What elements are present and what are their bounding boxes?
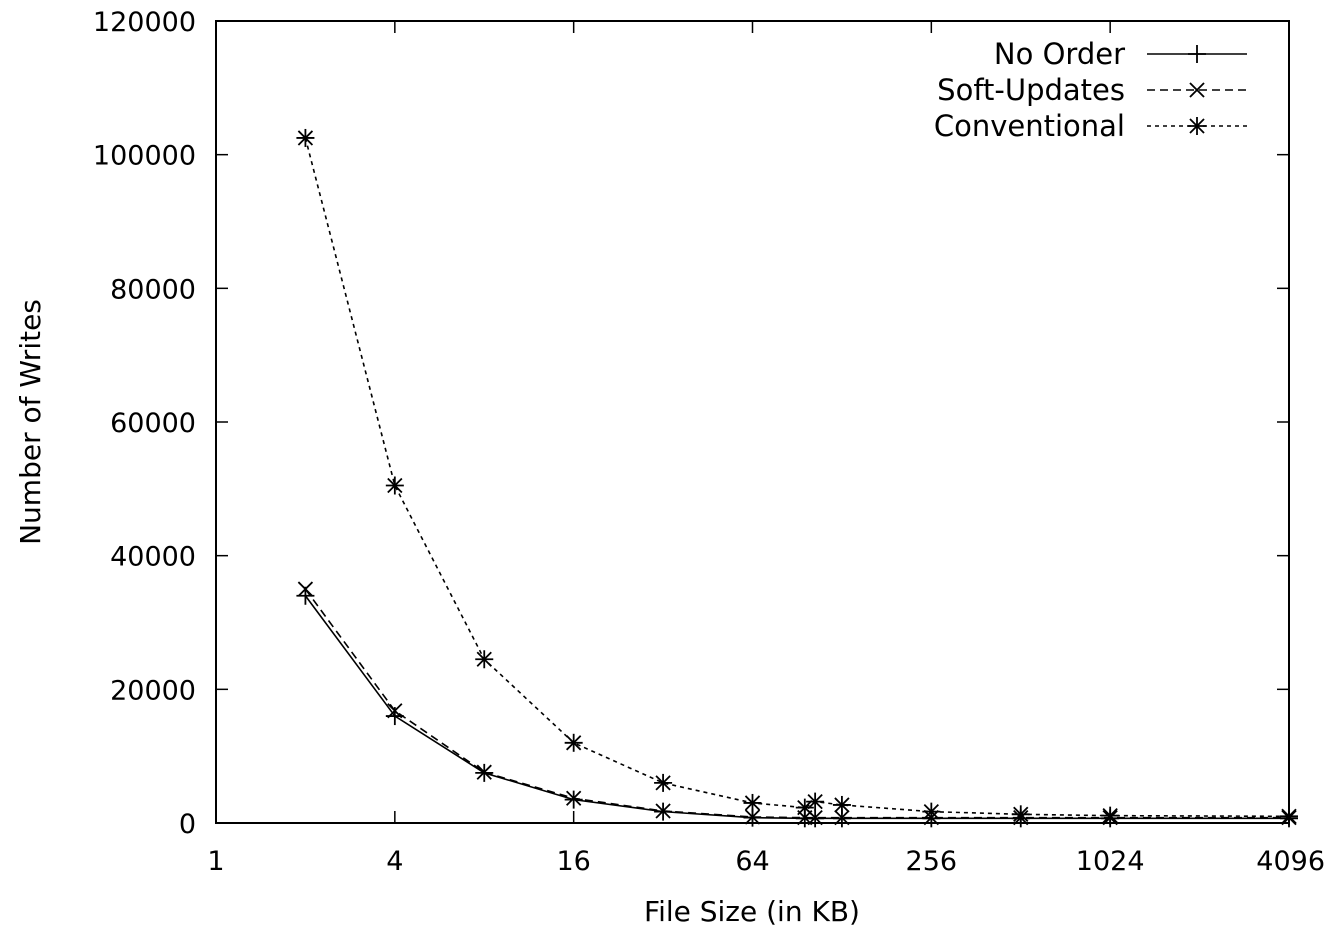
series-layer bbox=[296, 128, 1298, 828]
y-tick-label: 120000 bbox=[93, 7, 196, 38]
data-point bbox=[1011, 805, 1030, 824]
data-point bbox=[1101, 806, 1120, 825]
data-point bbox=[655, 803, 671, 819]
y-tick-label: 60000 bbox=[110, 408, 196, 439]
data-point bbox=[806, 792, 825, 811]
x-tick-label: 4 bbox=[386, 846, 403, 877]
legend-item: Soft-Updates bbox=[937, 73, 1247, 107]
y-tick-label: 0 bbox=[179, 809, 196, 840]
series-line bbox=[304, 137, 1290, 818]
legend-label: Soft-Updates bbox=[937, 73, 1125, 107]
x-axis-title: File Size (in KB) bbox=[644, 895, 860, 928]
data-point bbox=[1280, 807, 1298, 826]
y-tick-label: 20000 bbox=[110, 675, 196, 706]
data-point bbox=[475, 650, 494, 669]
data-point bbox=[297, 581, 314, 597]
data-point bbox=[566, 790, 582, 806]
x-tick-label: 4096 bbox=[1256, 846, 1325, 877]
x-tick-label: 64 bbox=[735, 846, 769, 877]
y-tick-label: 40000 bbox=[110, 542, 196, 573]
y-tick-label: 100000 bbox=[93, 141, 196, 172]
y-tick-label: 80000 bbox=[110, 274, 196, 305]
data-point bbox=[744, 809, 761, 825]
series-no-order bbox=[296, 586, 1298, 828]
data-point bbox=[922, 802, 941, 821]
series-line bbox=[304, 595, 1289, 820]
series-line bbox=[304, 588, 1289, 819]
data-point bbox=[795, 798, 814, 817]
series-conventional bbox=[296, 128, 1298, 826]
y-axis-title: Number of Writes bbox=[14, 299, 47, 545]
x-axis: 1 4 16 64 256 1024 4096 bbox=[207, 21, 1325, 877]
data-point bbox=[834, 809, 850, 826]
data-point bbox=[654, 773, 673, 792]
data-point bbox=[385, 476, 404, 495]
legend-item: No Order bbox=[994, 37, 1247, 71]
legend-label: No Order bbox=[994, 37, 1125, 71]
series-soft-updates bbox=[297, 581, 1297, 826]
legend-label: Conventional bbox=[934, 109, 1125, 143]
data-point bbox=[476, 764, 492, 780]
data-point bbox=[564, 733, 583, 752]
legend-item: Conventional bbox=[934, 109, 1247, 143]
plot-frame bbox=[215, 20, 1290, 824]
data-point bbox=[1188, 117, 1206, 135]
data-point bbox=[743, 793, 762, 812]
data-point bbox=[564, 790, 583, 809]
data-point bbox=[832, 795, 851, 814]
x-tick-label: 16 bbox=[556, 846, 590, 877]
x-tick-label: 256 bbox=[906, 846, 958, 877]
x-tick-label: 1024 bbox=[1076, 846, 1145, 877]
data-point bbox=[296, 128, 315, 147]
data-point bbox=[387, 703, 403, 719]
data-point bbox=[1189, 82, 1205, 98]
data-point bbox=[1188, 45, 1206, 63]
y-axis: 0 20000 40000 60000 80000 100000 120000 bbox=[93, 7, 1289, 840]
x-tick-label: 1 bbox=[207, 846, 224, 877]
